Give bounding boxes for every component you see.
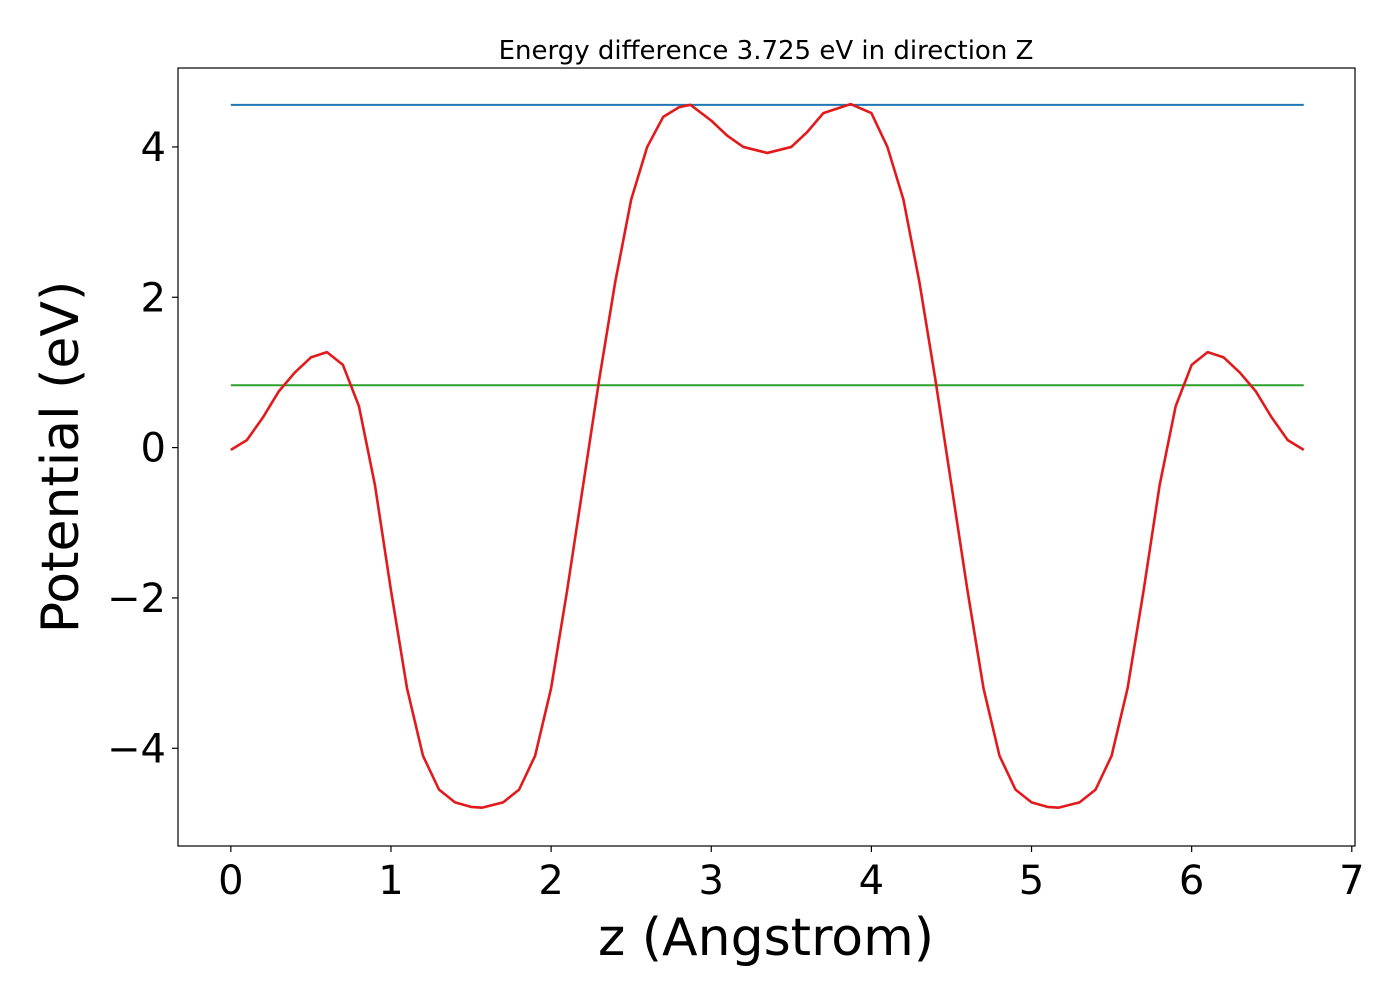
x-tick-label: 7 xyxy=(1339,858,1364,904)
x-tick-label: 1 xyxy=(378,858,403,904)
x-axis-ticks: 0 1 2 3 4 5 6 7 xyxy=(218,846,1365,904)
chart-title: Energy difference 3.725 eV in direction … xyxy=(499,36,1034,66)
series-potential-curve xyxy=(230,102,1305,809)
x-tick-label: 0 xyxy=(218,858,243,904)
y-tick-label: 4 xyxy=(141,125,166,171)
x-tick-label: 3 xyxy=(699,858,724,904)
y-tick-label: −2 xyxy=(107,576,166,622)
x-tick-label: 2 xyxy=(538,858,563,904)
y-tick-label: 0 xyxy=(141,426,166,472)
x-tick-label: 6 xyxy=(1179,858,1204,904)
series-layer xyxy=(230,102,1305,809)
plot-area-frame xyxy=(177,67,1356,847)
y-tick-label: −4 xyxy=(107,726,166,772)
x-tick-label: 5 xyxy=(1019,858,1044,904)
y-axis-label: Potential (eV) xyxy=(31,281,91,633)
y-axis-ticks: −4 −2 0 2 4 xyxy=(107,125,178,772)
x-axis-label: z (Angstrom) xyxy=(598,908,934,968)
x-tick-label: 4 xyxy=(859,858,884,904)
y-tick-label: 2 xyxy=(141,275,166,321)
